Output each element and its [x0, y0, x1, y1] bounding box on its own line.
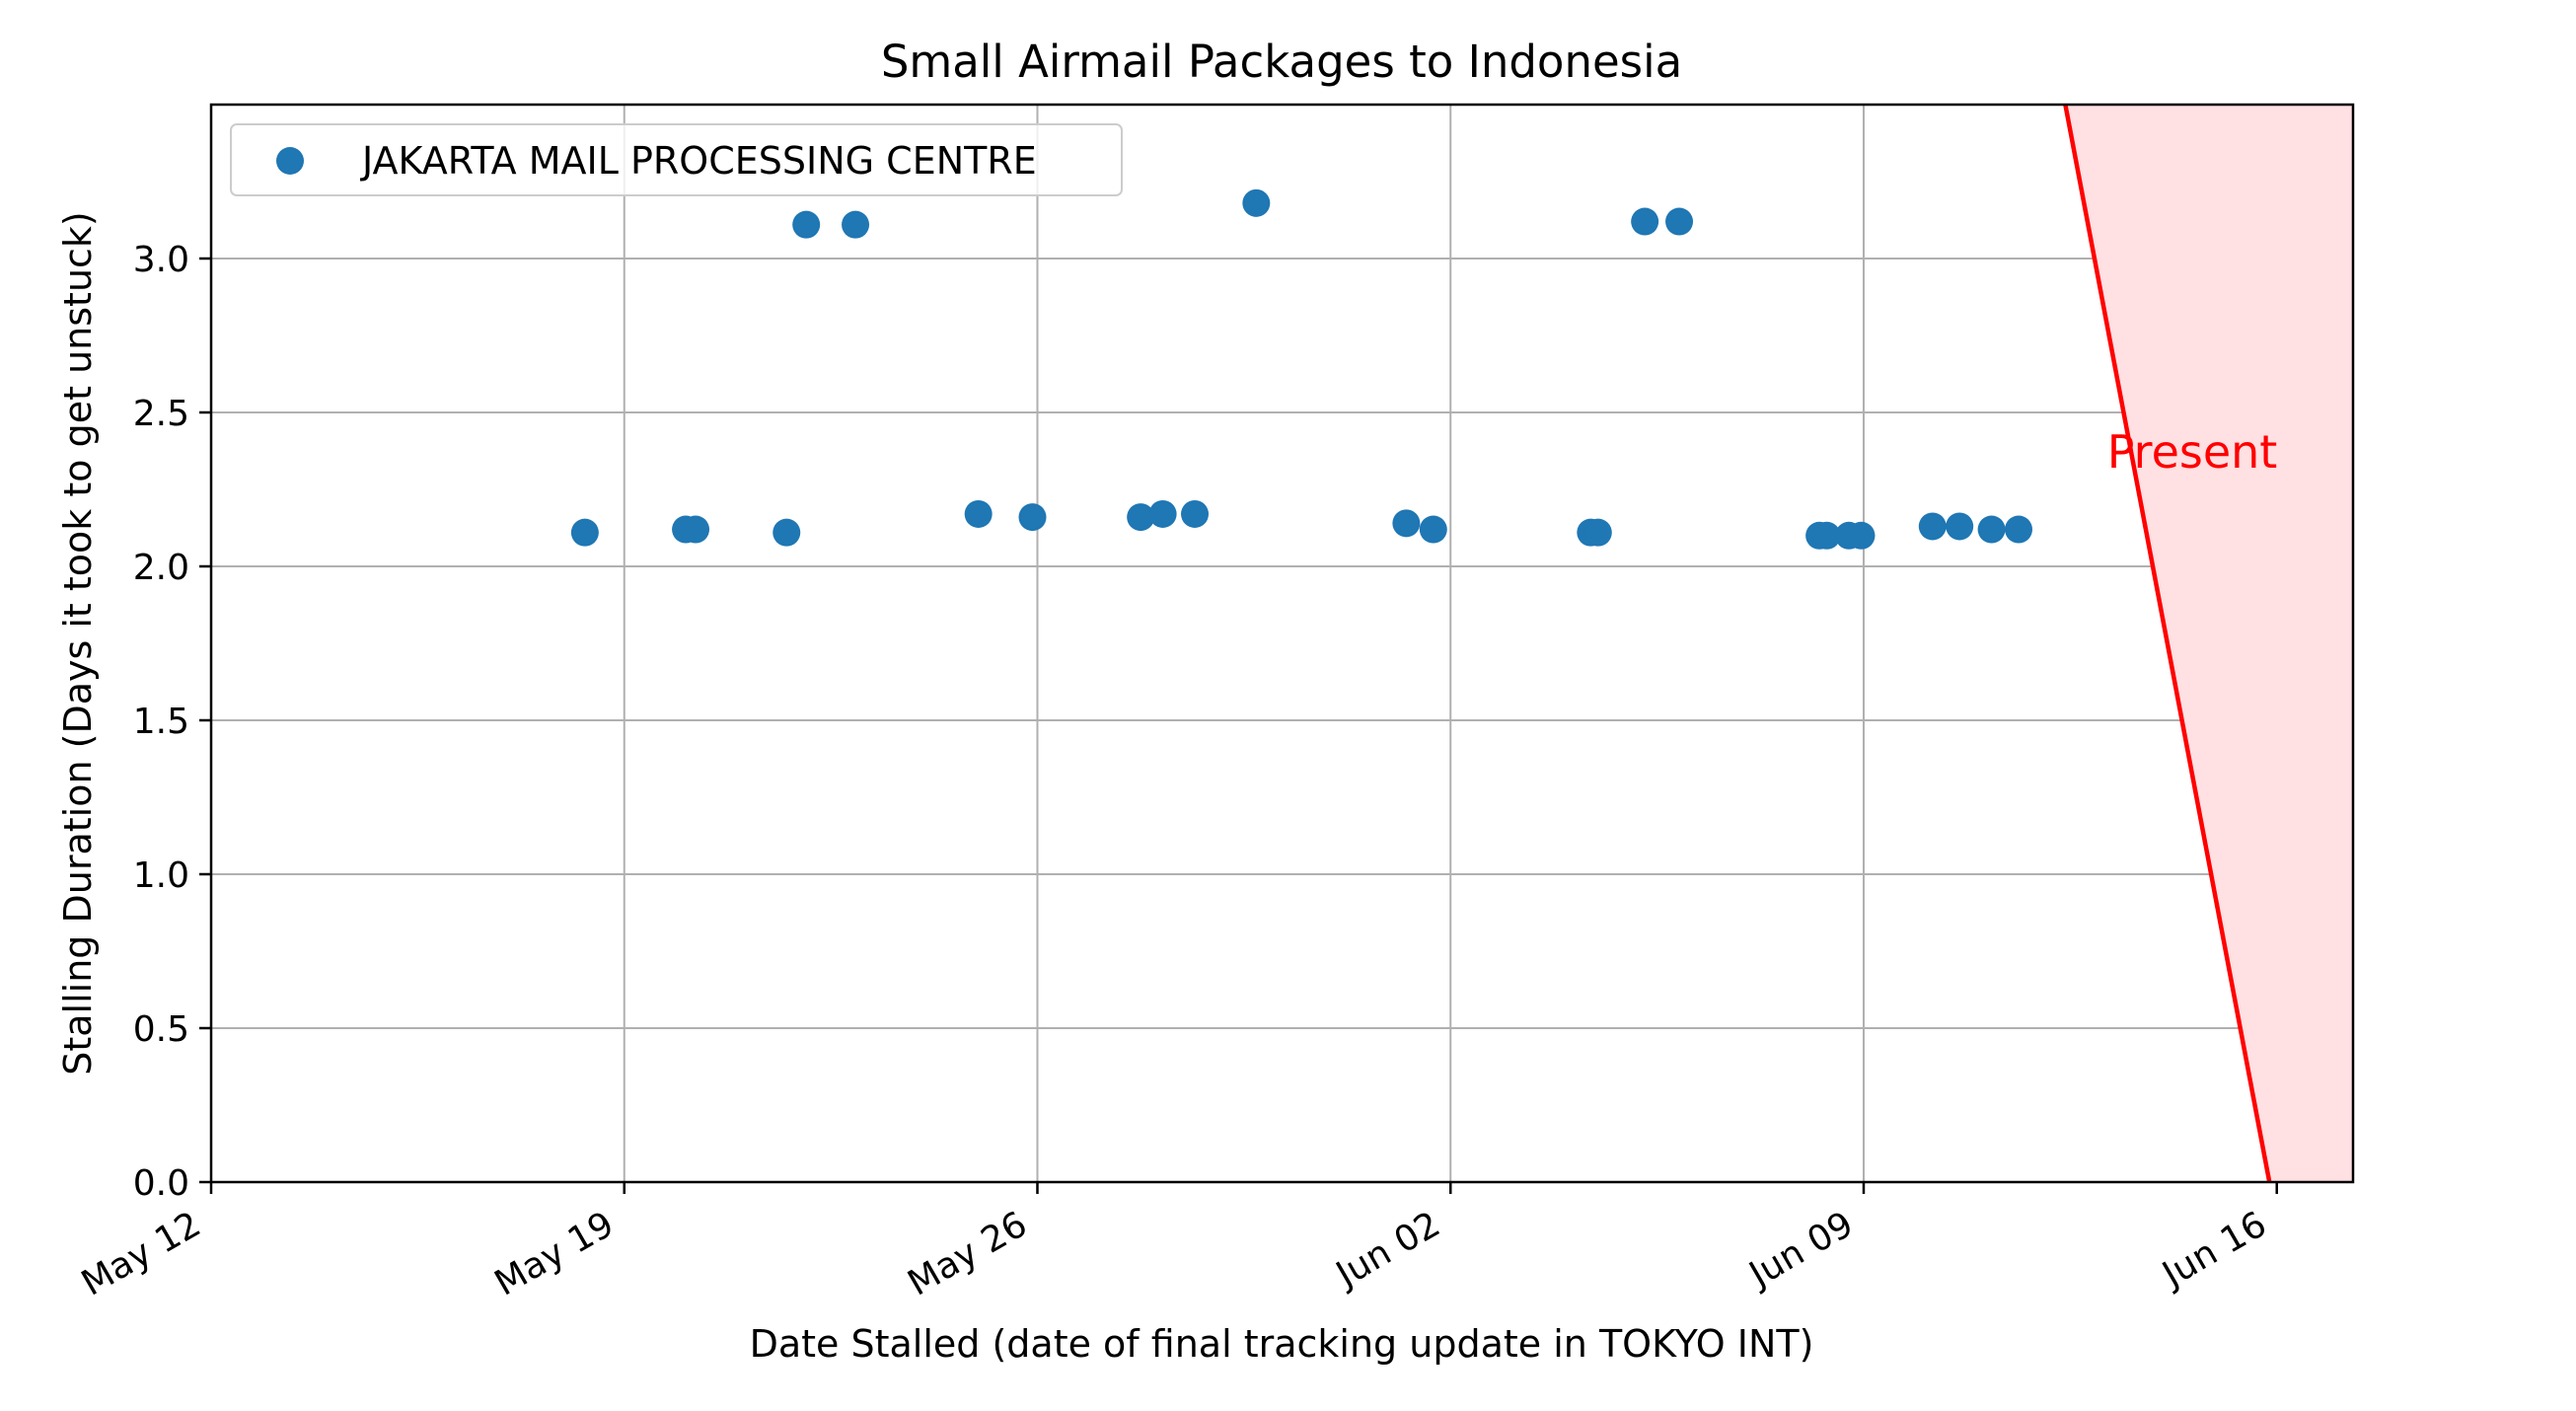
legend-box [230, 123, 1123, 196]
data-point [1583, 518, 1612, 547]
y-tick-label: 0.5 [133, 1009, 189, 1050]
axis-ticks: May 12 May 19 May 26 Jun 02 Jun 09 Jun 16 0.0 0… [75, 240, 2278, 1304]
y-tick-label: 0.0 [133, 1163, 189, 1204]
x-axis-label: Date Stalled (date of final tracking upd… [750, 1322, 1814, 1366]
data-point [1148, 499, 1177, 528]
y-tick-label: 1.0 [133, 855, 189, 896]
y-tick-label: 1.5 [133, 702, 189, 742]
data-point [773, 518, 801, 547]
data-point [1018, 503, 1047, 532]
legend: JAKARTA MAIL PROCESSING CENTRE [230, 123, 1123, 196]
data-point [1946, 512, 1974, 541]
data-point [792, 210, 821, 239]
data-point [1665, 207, 1694, 236]
y-axis-label: Stalling Duration (Days it took to get u… [56, 211, 100, 1076]
plot-frame [209, 103, 2355, 1184]
data-point [842, 210, 870, 239]
grid-lines [211, 105, 2353, 1182]
chart-title: Small Airmail Packages to Indonesia [881, 36, 1682, 88]
y-tick-label: 2.5 [133, 394, 189, 434]
data-point [2005, 515, 2033, 544]
data-point [1847, 521, 1876, 550]
data-point [570, 518, 599, 547]
data-point [964, 499, 993, 528]
present-region: Present [2063, 104, 2353, 1183]
present-line [2063, 104, 2272, 1183]
present-shaded-area [2065, 105, 2353, 1182]
present-label: Present [2107, 425, 2278, 479]
data-point [682, 515, 710, 544]
data-point [1242, 188, 1271, 217]
x-tick-label: May 19 [488, 1204, 622, 1303]
data-points [570, 188, 2033, 550]
data-point [1631, 207, 1659, 236]
legend-entry: JAKARTA MAIL PROCESSING CENTRE [360, 139, 1037, 183]
x-tick-label: Jun 09 [1741, 1204, 1861, 1296]
x-tick-label: Jun 16 [2155, 1204, 2274, 1296]
data-point [1181, 499, 1210, 528]
y-tick-label: 2.0 [133, 548, 189, 588]
legend-marker [276, 147, 304, 175]
data-point [1812, 521, 1841, 550]
data-point [1918, 512, 1947, 541]
x-tick-label: Jun 02 [1328, 1204, 1447, 1296]
x-tick-label: May 12 [75, 1204, 208, 1303]
data-point [1419, 515, 1447, 544]
y-tick-label: 3.0 [133, 240, 189, 280]
x-tick-label: May 26 [901, 1204, 1034, 1303]
data-point [1977, 515, 2006, 544]
data-point [1127, 503, 1155, 532]
data-point [1392, 509, 1421, 538]
